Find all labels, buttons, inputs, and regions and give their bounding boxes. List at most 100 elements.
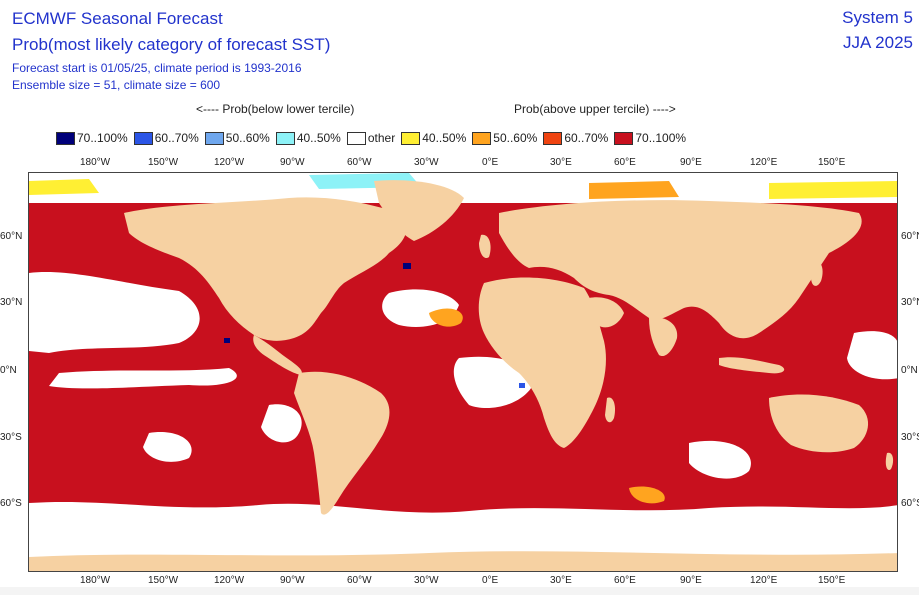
sst-probability-map bbox=[29, 173, 897, 571]
arctic-orange-1 bbox=[589, 181, 679, 199]
lon-tick: 180°W bbox=[80, 575, 111, 586]
blue-speck-1 bbox=[403, 263, 411, 269]
lon-tick: 0°E bbox=[482, 157, 499, 168]
arctic-yellow-1 bbox=[29, 179, 99, 195]
legend-below-heading: <---- Prob(below lower tercile) bbox=[196, 102, 355, 116]
south-pacific-patch bbox=[261, 404, 302, 443]
lat-tick: 60°N bbox=[901, 231, 919, 242]
blue-speck-3 bbox=[519, 383, 525, 388]
lon-tick: 120°W bbox=[214, 575, 245, 586]
indian-orange bbox=[629, 486, 665, 504]
lon-tick: 60°E bbox=[614, 575, 636, 586]
legend-item: 50..60% bbox=[204, 131, 270, 145]
legend-item: other bbox=[346, 131, 396, 145]
lat-tick: 30°N bbox=[0, 297, 23, 308]
legend-label: 70..100% bbox=[77, 131, 128, 145]
legend-item: 60..70% bbox=[133, 131, 199, 145]
indonesia bbox=[719, 357, 785, 374]
north-pacific-patch bbox=[29, 272, 200, 353]
greenland bbox=[374, 180, 464, 241]
legend-label: 60..70% bbox=[564, 131, 609, 145]
australia bbox=[769, 394, 869, 453]
legend-swatch bbox=[133, 131, 153, 145]
lon-tick: 60°E bbox=[614, 157, 636, 168]
lon-tick: 180°W bbox=[80, 157, 111, 168]
lon-tick: 60°W bbox=[347, 575, 372, 586]
equatorial-pacific-patch bbox=[49, 368, 237, 389]
madagascar bbox=[605, 397, 616, 423]
lat-tick: 0°N bbox=[901, 365, 918, 376]
legend-item: 70..100% bbox=[56, 131, 128, 145]
legend-label: 40..50% bbox=[296, 131, 341, 145]
legend-label: 50..60% bbox=[493, 131, 538, 145]
central-america bbox=[253, 335, 302, 375]
legend-item: 50..60% bbox=[472, 131, 537, 145]
new-zealand bbox=[885, 452, 894, 471]
legend-swatch bbox=[543, 131, 563, 145]
legend-swatch bbox=[204, 131, 224, 145]
tropical-atlantic-patch bbox=[453, 356, 534, 409]
land bbox=[29, 180, 897, 571]
atlantic-orange bbox=[429, 308, 463, 327]
antarctica bbox=[29, 551, 897, 571]
lat-tick: 0°N bbox=[0, 365, 17, 376]
lon-tick: 150°E bbox=[818, 575, 846, 586]
lon-tick: 30°E bbox=[550, 575, 572, 586]
lon-tick: 90°W bbox=[280, 575, 305, 586]
legend-item: 40..50% bbox=[401, 131, 466, 145]
ensemble-info: Ensemble size = 51, climate size = 600 bbox=[12, 78, 221, 92]
lon-tick: 150°W bbox=[148, 157, 179, 168]
lat-tick: 30°S bbox=[0, 432, 22, 443]
lat-tick: 30°S bbox=[901, 432, 919, 443]
africa bbox=[478, 277, 606, 448]
north-america bbox=[124, 197, 407, 341]
south-indian-patch bbox=[689, 440, 751, 479]
legend-label: 40..50% bbox=[422, 131, 467, 145]
legend-label: 50..60% bbox=[225, 131, 270, 145]
legend-swatch bbox=[56, 131, 75, 145]
legend-above-heading: Prob(above upper tercile) ----> bbox=[514, 102, 676, 116]
lon-tick: 30°W bbox=[414, 157, 439, 168]
lon-tick: 30°E bbox=[550, 157, 572, 168]
lat-tick: 60°S bbox=[901, 498, 919, 509]
lon-tick: 150°W bbox=[148, 575, 179, 586]
legend-item: 40..50% bbox=[275, 131, 341, 145]
lon-tick: 90°E bbox=[680, 157, 702, 168]
lat-tick: 30°N bbox=[901, 297, 919, 308]
legend-label: other bbox=[367, 131, 396, 145]
blue-speck-2 bbox=[224, 338, 230, 343]
map-frame bbox=[28, 172, 898, 572]
lon-tick: 60°W bbox=[347, 157, 372, 168]
system-label: System 5 bbox=[842, 8, 913, 27]
east-pacific-patch bbox=[847, 331, 897, 380]
lon-tick: 30°W bbox=[414, 575, 439, 586]
lon-tick: 90°W bbox=[280, 157, 305, 168]
lon-tick: 0°E bbox=[482, 575, 499, 586]
lon-tick: 150°E bbox=[818, 157, 846, 168]
legend-swatch bbox=[614, 131, 634, 145]
south-america bbox=[294, 371, 390, 515]
arctic-yellow-2 bbox=[769, 181, 897, 199]
legend-swatch bbox=[275, 131, 295, 145]
lon-tick: 90°E bbox=[680, 575, 702, 586]
legend: 70..100% 60..70% 50..60% 40..50% other 40..50… bbox=[56, 130, 692, 146]
lon-tick: 120°E bbox=[750, 157, 778, 168]
legend-label: 60..70% bbox=[154, 131, 199, 145]
japan bbox=[811, 260, 823, 286]
india bbox=[649, 317, 678, 357]
legend-item: 60..70% bbox=[543, 131, 608, 145]
eurasia bbox=[499, 200, 862, 339]
forecast-info: Forecast start is 01/05/25, climate peri… bbox=[12, 61, 302, 75]
south-pacific-patch-2 bbox=[143, 432, 192, 462]
subtitle: Prob(most likely category of forecast SS… bbox=[12, 35, 331, 54]
lon-tick: 120°W bbox=[214, 157, 245, 168]
legend-swatch bbox=[401, 131, 421, 145]
bottom-strip bbox=[0, 587, 919, 595]
lat-tick: 60°N bbox=[0, 231, 23, 242]
legend-swatch bbox=[346, 131, 366, 145]
legend-swatch bbox=[472, 131, 492, 145]
legend-label: 70..100% bbox=[635, 131, 687, 145]
period-label: JJA 2025 bbox=[843, 33, 913, 52]
british-isles bbox=[479, 234, 491, 259]
lon-tick: 120°E bbox=[750, 575, 778, 586]
